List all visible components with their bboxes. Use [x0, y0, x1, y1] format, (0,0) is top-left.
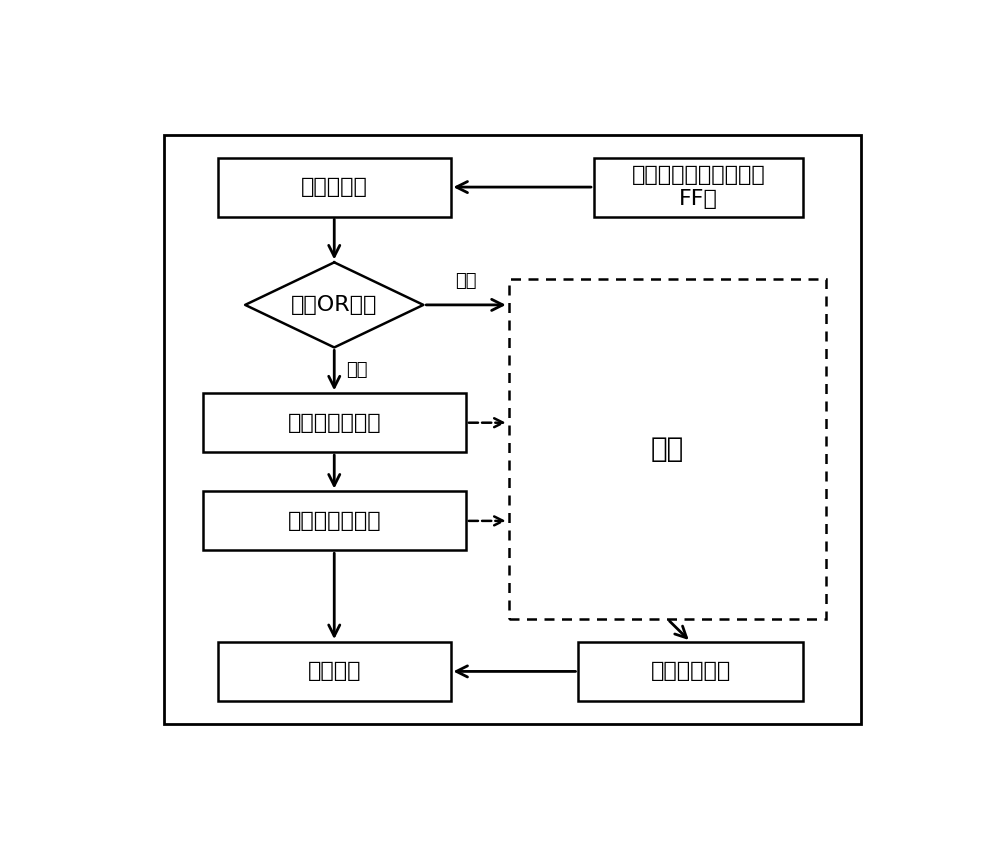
Text: 生成报文: 生成报文 [308, 661, 361, 682]
Bar [578, 642, 803, 701]
Text: 填写设置数据: 填写设置数据 [651, 661, 731, 682]
Text: 读取OR设置: 读取OR设置 [291, 295, 377, 314]
Text: 共用: 共用 [651, 435, 684, 463]
Text: 选择二级数据项: 选择二级数据项 [287, 511, 381, 531]
Bar [218, 642, 450, 701]
Bar [218, 157, 450, 217]
Text: 选择一级数据项: 选择一级数据项 [287, 413, 381, 433]
Bar [594, 157, 803, 217]
Text: 读取: 读取 [346, 361, 367, 379]
Text: 选择功能码: 选择功能码 [301, 177, 368, 197]
Bar [202, 491, 466, 550]
Bar [509, 279, 826, 619]
Bar [202, 394, 466, 452]
Text: 输入从节点地址（默认
FF）: 输入从节点地址（默认 FF） [632, 166, 765, 209]
Polygon shape [245, 263, 423, 348]
Text: 设置: 设置 [455, 273, 477, 291]
